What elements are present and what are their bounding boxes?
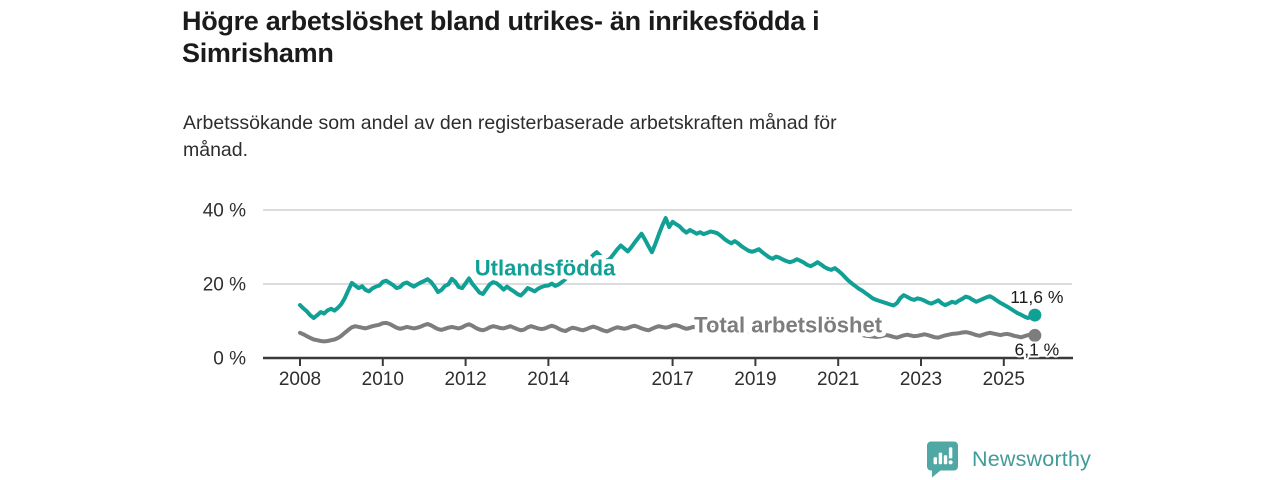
x-axis-label-2010: 2010 (362, 369, 404, 390)
subtitle-line-2: månad. (183, 139, 249, 161)
end-value-label-total-arbetsl-shet: 6,1 % (1014, 339, 1059, 359)
x-axis-label-2008: 2008 (279, 369, 321, 390)
speech-bubble-shape (927, 441, 958, 478)
x-axis-label-2019: 2019 (734, 369, 776, 390)
x-axis-label-2023: 2023 (900, 369, 942, 390)
page-subtitle: Arbetssökande som andel av den registerb… (183, 110, 837, 164)
y-axis-label-20: 20 % (203, 275, 246, 296)
page-title: Högre arbetslöshet bland utrikes- än inr… (182, 5, 820, 69)
x-axis-label-2017: 2017 (651, 369, 693, 390)
y-axis-label-40: 40 % (203, 201, 246, 222)
end-dot-total-arbetsl-shet (1028, 328, 1042, 342)
series-line-utlandsf-dda (298, 216, 1037, 320)
series-label-utlandsf-dda: Utlandsfödda (475, 256, 616, 281)
title-line-1: Högre arbetslöshet bland utrikes- än inr… (182, 6, 820, 36)
x-axis-label-2025: 2025 (983, 369, 1025, 390)
x-axis-label-2021: 2021 (817, 369, 859, 390)
x-axis-label-2014: 2014 (527, 369, 570, 390)
series-line-total-arbetsl-shet (298, 320, 1037, 344)
subtitle-line-1: Arbetssökande som andel av den registerb… (183, 112, 837, 134)
newsworthy-wordmark: Newsworthy (972, 447, 1092, 471)
bar-chart-glyph (933, 447, 953, 465)
y-axis-label-0: 0 % (213, 349, 246, 370)
series-label-total-arbetsl-shet: Total arbetslöshet (694, 313, 883, 338)
title-line-2: Simrishamn (182, 38, 334, 68)
end-value-label-utlandsf-dda: 11,6 % (1010, 287, 1063, 307)
newsworthy-logo[interactable]: Newsworthy (926, 441, 1091, 478)
x-axis-label-2012: 2012 (444, 369, 486, 390)
end-dot-utlandsf-dda (1028, 308, 1042, 322)
newsworthy-icon (927, 441, 958, 478)
